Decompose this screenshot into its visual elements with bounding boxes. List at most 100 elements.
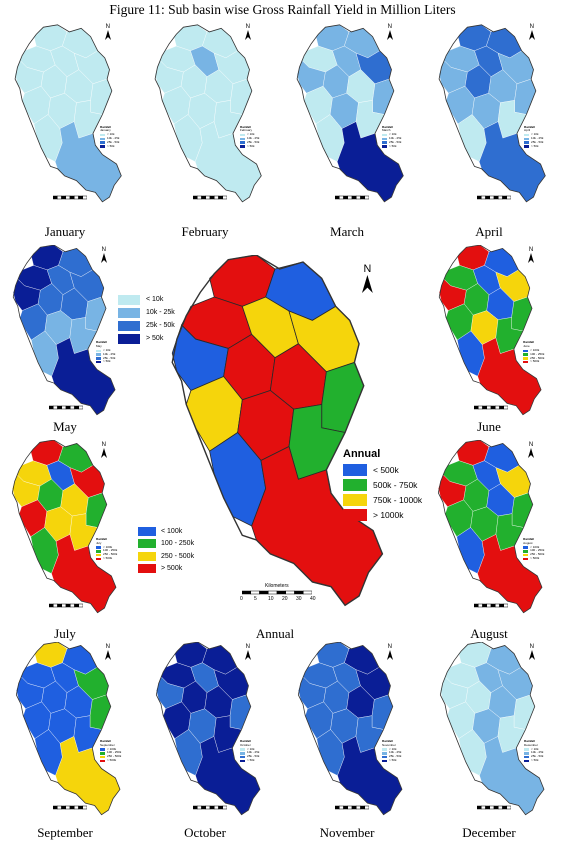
map-november-svg	[297, 642, 403, 816]
map-january-outline	[14, 24, 122, 203]
map-caption-april: April	[475, 224, 503, 239]
scale-bar-label: Kilometers	[265, 583, 289, 589]
north-label: N	[528, 442, 534, 448]
map-october-outline	[155, 642, 261, 816]
monthly-legend-swatch	[118, 294, 140, 305]
map-june-outline	[438, 245, 542, 416]
map-april	[432, 22, 550, 207]
mini-legend-month: December	[524, 742, 538, 747]
mini-legend-month: January	[100, 128, 111, 133]
mini-legend: Rainfall December < 10k 10k - 25k 25k - 50k >…	[524, 739, 544, 763]
north-label: N	[528, 247, 534, 253]
map-february-subbasin	[230, 78, 253, 115]
map-september-outline	[15, 642, 121, 816]
scale-bar	[52, 195, 87, 200]
map-september	[8, 642, 126, 817]
monthly-legend-item: 10k - 25k	[118, 306, 175, 319]
annual-legend-label: 750k - 1000k	[373, 494, 423, 505]
map-annual	[150, 255, 400, 610]
scale-bar-tick: 40	[310, 596, 316, 602]
scale-bar-tick: 5	[254, 596, 257, 602]
north-arrow-icon: N	[528, 24, 535, 42]
mini-legend-title: Rainfall	[100, 124, 111, 129]
map-february-svg	[154, 24, 262, 203]
monthly-legend-swatch	[118, 333, 140, 344]
seasonal-legend-label: > 500k	[161, 565, 183, 573]
map-october-subbasin	[229, 694, 251, 730]
map-caption-january: January	[44, 224, 86, 239]
seasonal-legend-swatch	[138, 526, 156, 536]
mini-legend: Rainfall August < 100k 100 - 250k 250 - 500k…	[523, 537, 545, 561]
monthly-legend-item: 25k - 50k	[118, 319, 175, 332]
map-august-outline	[437, 440, 543, 614]
map-caption-december: December	[462, 825, 516, 840]
north-arrow-icon: N	[104, 644, 111, 662]
map-october-svg	[155, 642, 261, 816]
monthly-legend-swatch	[118, 320, 140, 331]
map-march	[290, 22, 408, 207]
map-november	[290, 642, 408, 817]
mini-legend: Rainfall June < 100k 100 - 250k 250 - 500k > …	[523, 340, 545, 364]
seasonal-legend-item: 250 - 500k	[138, 550, 194, 563]
map-june-svg	[438, 245, 542, 416]
mini-legend-title: Rainfall	[96, 537, 107, 541]
mini-legend-month: May	[96, 344, 102, 349]
scale-bar	[334, 805, 369, 810]
map-june	[428, 245, 550, 417]
north-arrow-icon: N	[244, 644, 251, 662]
map-december-svg	[439, 642, 545, 816]
north-arrow-icon: N	[386, 24, 393, 42]
map-caption-november: November	[319, 825, 375, 840]
scale-bar	[192, 195, 227, 200]
map-march-subbasin	[372, 78, 395, 115]
annual-legend-swatch	[343, 463, 367, 476]
mini-legend: Rainfall May < 10k 10k - 25k 25k - 50k > 50k	[96, 340, 116, 364]
map-january-svg	[14, 24, 122, 203]
scale-bar	[192, 805, 227, 810]
seasonal-legend-item: > 500k	[138, 563, 194, 576]
map-may	[4, 245, 122, 417]
map-march-outline	[296, 24, 404, 203]
mini-legend: Rainfall July < 100k 100 - 250k 250 - 500k > …	[96, 537, 118, 561]
seasonal-legend-swatch	[138, 564, 156, 574]
map-february	[148, 22, 266, 207]
north-arrow-icon: N	[100, 442, 107, 460]
mini-legend-title: Rainfall	[523, 340, 534, 345]
map-april-subbasin	[514, 78, 537, 115]
north-label: N	[101, 442, 106, 448]
mini-legend-title: Rainfall	[524, 739, 535, 743]
annual-legend: Annual < 500k 500k - 750k 750k - 1000k > 10…	[343, 448, 422, 522]
monthly-legend-label: 10k - 25k	[146, 309, 175, 316]
north-arrow-icon: N	[386, 644, 393, 662]
mini-legend-title: Rainfall	[240, 124, 251, 129]
mini-legend-month: July	[96, 540, 102, 545]
map-caption-july: July	[54, 626, 76, 641]
map-july	[4, 440, 122, 615]
map-december-outline	[439, 642, 545, 816]
monthly-legend-label: 25k - 50k	[146, 322, 175, 329]
scale-bar	[474, 603, 509, 608]
mini-legend-month: August	[523, 540, 533, 545]
map-october	[148, 642, 266, 817]
mini-legend-month: November	[382, 742, 396, 747]
annual-legend-swatch	[343, 493, 367, 506]
map-december-subbasin	[513, 694, 535, 730]
seasonal-legend-item: 100 - 250k	[138, 538, 194, 551]
map-august-svg	[437, 440, 543, 614]
map-january-subbasin	[90, 78, 113, 115]
annual-legend-item: > 1000k	[343, 507, 422, 522]
map-annual-svg	[171, 255, 384, 607]
scale-bar	[52, 805, 87, 810]
scale-bar-tick: 20	[282, 596, 288, 602]
map-june-subbasin	[511, 296, 533, 332]
annual-legend-swatch	[343, 478, 367, 491]
seasonal-legend: < 100k 100 - 250k 250 - 500k > 500k	[138, 525, 194, 575]
north-label: N	[105, 644, 110, 650]
mini-legend: Rainfall September < 100k 100 - 250k 250 - 5…	[100, 739, 122, 763]
north-arrow-icon: N	[528, 442, 535, 460]
north-label: N	[105, 24, 110, 30]
scale-bar-tick: 10	[268, 596, 274, 602]
seasonal-legend-swatch	[138, 551, 156, 561]
mini-legend-title: Rainfall	[240, 739, 251, 743]
monthly-legend: < 10k 10k - 25k 25k - 50k > 50k	[118, 293, 175, 345]
